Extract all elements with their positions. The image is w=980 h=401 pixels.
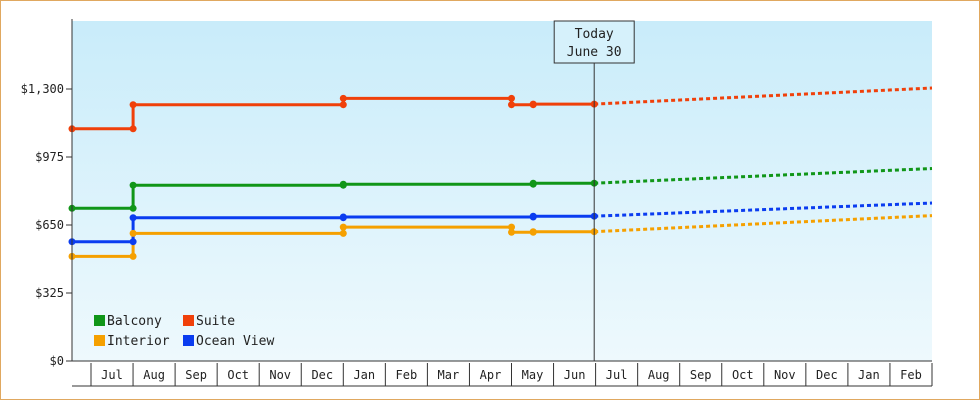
data-point-balcony	[129, 181, 137, 189]
month-label: Jan	[858, 368, 880, 382]
legend-swatch-balcony	[94, 315, 105, 326]
month-label: Nov	[269, 368, 291, 382]
data-point-suite	[529, 100, 537, 108]
legend-swatch-suite	[183, 315, 194, 326]
month-label: Aug	[648, 368, 670, 382]
data-point-suite	[508, 101, 515, 109]
y-tick-label: $325	[35, 286, 64, 300]
month-label: Feb	[900, 368, 922, 382]
data-point-suite	[129, 125, 137, 133]
y-tick-label: $650	[35, 218, 64, 232]
today-box	[553, 20, 635, 64]
data-point-ocean-view	[529, 212, 537, 220]
month-label: May	[522, 368, 544, 382]
legend-label-ocean-view: Ocean View	[196, 334, 274, 349]
data-point-ocean-view	[129, 238, 137, 246]
data-point-interior	[129, 252, 137, 260]
month-label: Dec	[816, 368, 838, 382]
month-label: Sep	[690, 368, 712, 382]
data-point-interior	[508, 228, 515, 236]
month-label: Dec	[311, 368, 333, 382]
data-point-suite	[129, 101, 137, 109]
series-forecast-suite	[594, 86, 933, 106]
y-tick-label: $1,300	[21, 82, 64, 96]
month-label: Sep	[185, 368, 207, 382]
month-label: Aug	[143, 368, 165, 382]
data-point-ocean-view	[129, 214, 137, 222]
month-label: Jan	[353, 368, 375, 382]
month-label: Oct	[732, 368, 754, 382]
legend-label-balcony: Balcony	[107, 314, 162, 329]
month-label: Oct	[227, 368, 249, 382]
data-point-balcony	[129, 204, 137, 212]
legend-swatch-interior	[94, 335, 105, 346]
legend-label-interior: Interior	[107, 334, 170, 349]
data-point-suite	[339, 94, 347, 102]
month-label: Jul	[101, 368, 123, 382]
month-label: Apr	[480, 368, 502, 382]
plot-background	[72, 21, 932, 361]
series-forecast-interior	[594, 214, 933, 234]
month-label: Nov	[774, 368, 796, 382]
month-label: Feb	[396, 368, 418, 382]
y-tick-label: $0	[50, 354, 64, 368]
today-date: June 30	[567, 45, 622, 60]
data-point-interior	[508, 223, 515, 231]
data-point-interior	[529, 228, 537, 236]
data-point-balcony	[529, 179, 537, 187]
data-point-ocean-view	[339, 213, 347, 221]
month-label: Jun	[564, 368, 586, 382]
data-point-interior	[129, 229, 137, 237]
month-label: Mar	[438, 368, 460, 382]
legend-label-suite: Suite	[196, 314, 235, 329]
legend-swatch-ocean-view	[183, 335, 194, 346]
series-forecast-balcony	[594, 167, 933, 185]
data-point-interior	[339, 223, 347, 231]
today-label: Today	[575, 27, 614, 42]
data-point-balcony	[339, 180, 347, 188]
month-label: Jul	[606, 368, 628, 382]
data-point-interior	[339, 229, 347, 237]
y-tick-label: $975	[35, 150, 64, 164]
data-point-suite	[508, 94, 515, 102]
series-forecast-ocean-view	[594, 201, 933, 218]
data-point-suite	[339, 101, 347, 109]
